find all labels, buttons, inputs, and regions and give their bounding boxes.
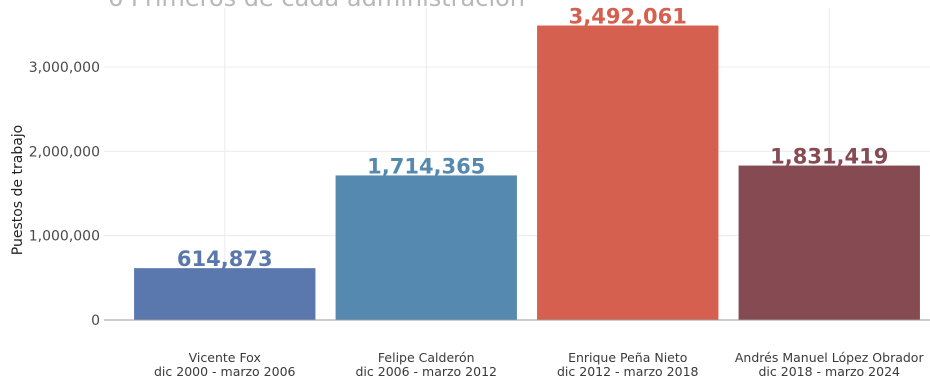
bar-value-label: 614,873 bbox=[177, 247, 273, 271]
y-axis-title: Puestos de trabajo bbox=[10, 125, 26, 255]
bar bbox=[738, 165, 920, 320]
bar bbox=[537, 25, 719, 321]
y-axis-ticks: 0 1,000,000 2,000,000 3,000,000 bbox=[29, 60, 100, 329]
y-tick-label: 3,000,000 bbox=[29, 60, 100, 76]
bar-value-label: 1,714,365 bbox=[367, 154, 485, 178]
bar-value-label: 1,831,419 bbox=[770, 145, 888, 169]
x-category-name: Vicente Fox bbox=[189, 350, 261, 365]
y-tick-label: 0 bbox=[91, 313, 100, 329]
bar-value-label: 3,492,061 bbox=[569, 5, 687, 29]
y-tick-label: 1,000,000 bbox=[29, 229, 100, 245]
x-category-period: dic 2000 - marzo 2006 bbox=[154, 364, 296, 379]
bar bbox=[134, 268, 316, 320]
x-category-period: dic 2006 - marzo 2012 bbox=[356, 364, 498, 379]
x-category-period: dic 2018 - marzo 2024 bbox=[759, 364, 901, 379]
bar bbox=[335, 175, 517, 320]
x-category-period: dic 2012 - marzo 2018 bbox=[557, 364, 699, 379]
y-tick-label: 2,000,000 bbox=[29, 144, 100, 160]
chart-title: 6 Primeros de cada administración bbox=[108, 0, 525, 12]
data-labels: 614,873 1,714,365 3,492,061 1,831,419 bbox=[177, 5, 888, 272]
x-category-name: Enrique Peña Nieto bbox=[568, 350, 687, 365]
x-category-name: Andrés Manuel López Obrador bbox=[735, 350, 925, 365]
x-category-name: Felipe Calderón bbox=[378, 350, 475, 365]
bars bbox=[134, 25, 920, 321]
